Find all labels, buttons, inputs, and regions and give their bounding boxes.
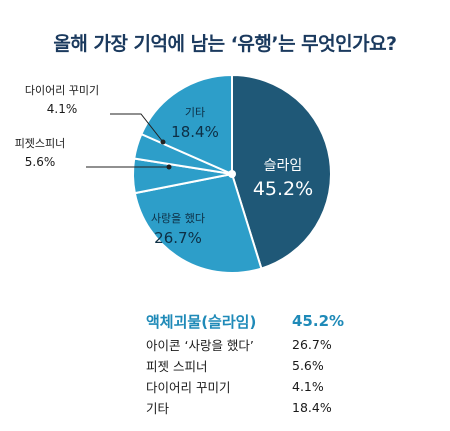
slice-value: 26.7% xyxy=(154,229,202,247)
pie-slice xyxy=(231,73,332,270)
slice-label: 사랑을 했다 xyxy=(151,212,205,225)
leader-dot xyxy=(166,164,172,170)
legend-value: 4.1% xyxy=(292,379,324,394)
pie-slice xyxy=(133,172,263,274)
slice-label: 슬라임 xyxy=(264,158,303,174)
legend-value: 18.4% xyxy=(292,400,332,415)
legend-row: 아이콘 ‘사랑을 했다’ 26.7% xyxy=(146,334,344,355)
legend-value: 5.6% xyxy=(292,358,324,373)
legend-value: 26.7% xyxy=(292,337,332,352)
legend-row: 액체괴물(슬라임) 45.2% xyxy=(146,308,344,334)
leader-dot xyxy=(160,139,166,145)
chart-title: 올해 가장 기억에 남는 ‘유행’는 무엇인가요? xyxy=(53,33,397,55)
pie-chart: 슬라임 45.2% 사랑을 했다 26.7% 피젯스피너 5.6% 다이어리 꾸미기 4.1%… xyxy=(15,73,332,274)
legend: 액체괴물(슬라임) 45.2% 아이콘 ‘사랑을 했다’ 26.7% 피젯 스피… xyxy=(146,308,344,418)
legend-label: 다이어리 꾸미기 xyxy=(146,380,231,395)
legend-label: 기타 xyxy=(146,401,170,416)
legend-row: 피젯 스피너 5.6% xyxy=(146,355,344,376)
slice-label: 기타 xyxy=(185,106,205,119)
leader-line xyxy=(110,113,164,143)
slice-label: 피젯스피너 xyxy=(15,137,66,150)
slice-value: 5.6% xyxy=(25,155,56,169)
legend-row: 다이어리 꾸미기 4.1% xyxy=(146,376,344,397)
legend-value: 45.2% xyxy=(292,312,345,330)
slice-label: 다이어리 꾸미기 xyxy=(25,84,99,97)
legend-label: 액체괴물(슬라임) xyxy=(146,312,257,331)
slice-value: 4.1% xyxy=(47,102,78,116)
legend-label: 피젯 스피너 xyxy=(146,359,208,374)
legend-label: 아이콘 ‘사랑을 했다’ xyxy=(146,338,254,353)
slice-value: 18.4% xyxy=(171,123,219,141)
pie-slice xyxy=(140,73,233,176)
legend-row: 기타 18.4% xyxy=(146,397,344,418)
slice-value: 45.2% xyxy=(253,178,313,200)
pie-center xyxy=(228,170,236,178)
